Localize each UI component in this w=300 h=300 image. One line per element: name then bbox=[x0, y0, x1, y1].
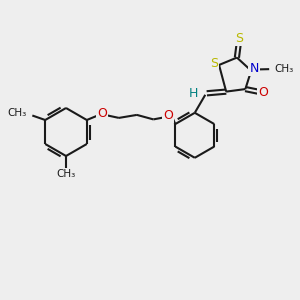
Text: H: H bbox=[189, 87, 199, 100]
Text: CH₃: CH₃ bbox=[274, 64, 293, 74]
Text: CH₃: CH₃ bbox=[7, 108, 26, 118]
Text: O: O bbox=[258, 85, 268, 99]
Text: CH₃: CH₃ bbox=[56, 169, 76, 179]
Text: S: S bbox=[210, 57, 218, 70]
Text: O: O bbox=[98, 107, 107, 120]
Text: S: S bbox=[235, 32, 243, 46]
Text: O: O bbox=[164, 109, 173, 122]
Text: N: N bbox=[250, 62, 259, 75]
